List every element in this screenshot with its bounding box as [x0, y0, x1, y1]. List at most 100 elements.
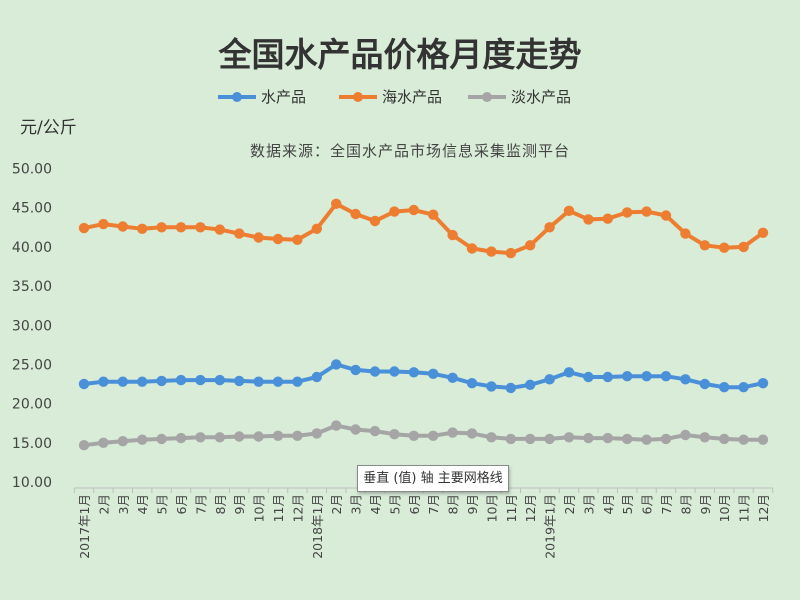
series-layer [78, 198, 769, 451]
x-tick-label: 3月 [349, 494, 364, 514]
x-tick-label: 7月 [659, 494, 674, 514]
data-point [331, 420, 342, 431]
data-point [699, 432, 710, 443]
data-point [175, 374, 187, 386]
series-1 [78, 359, 769, 394]
data-point [253, 376, 264, 387]
data-point [156, 222, 167, 233]
chart-title: 全国水产品价格月度走势 [218, 35, 582, 74]
data-point [563, 205, 575, 216]
x-tick-label: 2月 [96, 494, 111, 514]
x-axis: 2017年1月 2月 3月 4月 5月 6月 7月 8月 9月 10月 11月 12月 2018年1月 2… [73, 487, 774, 559]
data-point [156, 433, 167, 445]
y-axis-unit: 元/公斤 [20, 118, 77, 138]
x-tick-label: 7月 [193, 494, 208, 514]
data-point [98, 437, 109, 448]
data-point [137, 434, 148, 445]
x-tick-label: 8月 [446, 494, 461, 514]
data-point [253, 232, 264, 243]
data-point [272, 376, 284, 387]
x-tick-label: 2019年1月 [543, 494, 558, 559]
data-point [583, 214, 594, 225]
x-tick-label: 5月 [155, 494, 170, 514]
data-point [78, 222, 90, 234]
x-tick-label: 6月 [174, 494, 189, 514]
x-tick-label: 9月 [698, 494, 713, 514]
data-point [660, 371, 672, 382]
x-tick-label: 12月 [523, 494, 538, 522]
data-point [369, 366, 381, 377]
x-tick-label: 2月 [329, 494, 344, 514]
data-point [699, 378, 710, 390]
data-point [525, 379, 536, 390]
data-point [175, 222, 187, 233]
data-point [583, 432, 594, 444]
x-tick-label: 5月 [620, 494, 635, 514]
legend-marker-1 [232, 92, 242, 102]
data-point [331, 198, 342, 209]
data-point [369, 425, 381, 437]
data-point [525, 433, 536, 445]
data-point [466, 378, 478, 389]
data-point [428, 209, 439, 220]
data-point [622, 207, 633, 218]
x-tick-label: 4月 [368, 494, 383, 514]
x-tick-label: 12月 [290, 494, 305, 522]
data-point [234, 431, 245, 442]
series-line-3 [83, 423, 763, 448]
data-point [331, 359, 342, 370]
y-axis-ticks: 50.00 45.00 40.00 35.00 30.00 25.00 20.00 15.00… [12, 162, 52, 492]
legend-label-3: 淡水产品 [511, 88, 571, 106]
data-point [175, 432, 187, 444]
data-point [486, 246, 497, 257]
data-point [408, 430, 419, 441]
legend-label-1: 水产品 [261, 88, 306, 106]
legend-label-2: 海水产品 [382, 88, 442, 106]
data-point [428, 430, 439, 441]
data-point [583, 371, 594, 383]
data-point [660, 433, 672, 445]
data-point [137, 376, 148, 387]
data-point [447, 427, 458, 438]
data-point [195, 432, 206, 443]
data-point [389, 206, 400, 217]
x-tick-label: 10月 [252, 494, 267, 522]
data-point [156, 375, 167, 387]
data-point [544, 433, 555, 445]
x-tick-label: 11月 [271, 494, 286, 522]
data-point [757, 378, 769, 389]
data-point [602, 371, 613, 383]
data-point [680, 374, 691, 385]
data-point [137, 223, 148, 234]
x-tick-label: 2017年1月 [77, 494, 92, 559]
data-point [602, 213, 613, 224]
data-point [660, 210, 672, 221]
data-point [292, 430, 303, 441]
data-point [311, 371, 322, 383]
x-tick-label: 8月 [678, 494, 693, 514]
data-point [447, 229, 458, 241]
data-point [369, 215, 381, 227]
data-point [117, 436, 128, 447]
series-3 [78, 420, 769, 451]
data-point [505, 382, 516, 394]
data-point [234, 228, 245, 239]
data-point [253, 431, 264, 442]
data-point [544, 374, 555, 385]
x-tick-label: 7月 [426, 494, 441, 514]
data-point [641, 434, 652, 445]
data-point [214, 432, 225, 443]
x-tick-label: 10月 [484, 494, 499, 522]
data-point [214, 224, 225, 235]
data-point [408, 367, 419, 378]
y-tick-label: 10.00 [12, 475, 52, 491]
x-tick-label: 3月 [581, 494, 596, 514]
data-source-note: 数据来源：全国水产品市场信息采集监测平台 [250, 142, 570, 160]
data-point [195, 374, 206, 386]
x-tick-label: 5月 [387, 494, 402, 514]
data-point [195, 222, 206, 233]
x-tick-label: 3月 [116, 494, 131, 514]
data-point [428, 368, 439, 379]
x-tick-label: 9月 [465, 494, 480, 514]
